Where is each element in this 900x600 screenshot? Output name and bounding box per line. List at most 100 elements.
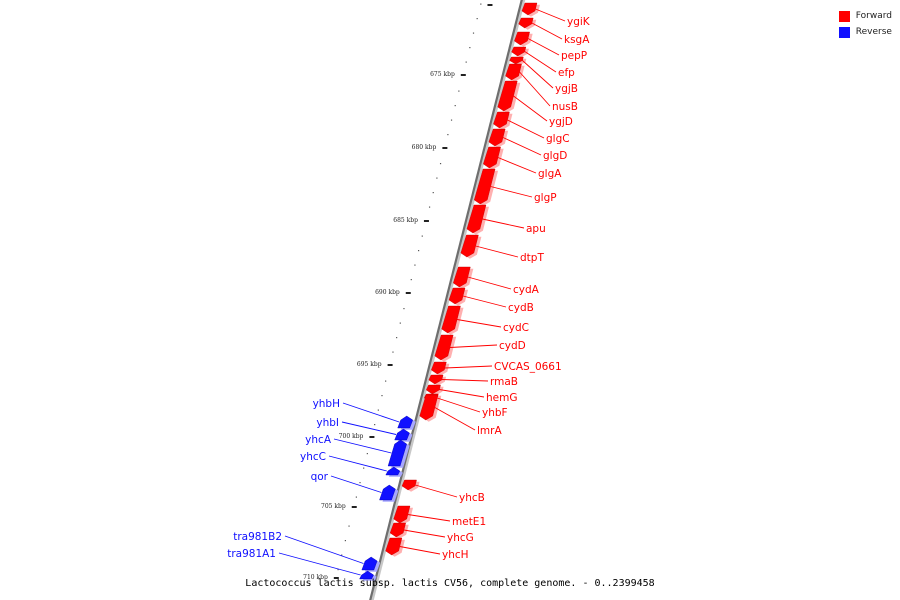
gene-label[interactable]: tra981A1 [227, 548, 276, 560]
gene-label[interactable]: cydC [503, 322, 529, 334]
gene-label[interactable]: qor [311, 471, 329, 483]
gene-CVCAS_0661[interactable] [431, 361, 450, 376]
gene-cydB[interactable] [448, 287, 469, 306]
gene-metE1[interactable] [393, 505, 413, 525]
gene-arrow[interactable] [521, 2, 538, 16]
gene-label[interactable]: ygjD [549, 116, 573, 128]
gene-arrow[interactable] [419, 394, 439, 421]
gene-label[interactable]: cydA [513, 284, 540, 296]
gene-label[interactable]: ygiK [567, 16, 591, 28]
gene-arrow[interactable] [505, 63, 522, 81]
gene-yhcC[interactable] [385, 466, 403, 477]
gene-label[interactable]: yhbH [313, 398, 340, 410]
gene-label[interactable]: lmrA [477, 425, 502, 437]
gene-arrow[interactable] [379, 484, 396, 501]
gene-tra981B2[interactable] [361, 556, 381, 572]
gene-label[interactable]: apu [526, 223, 546, 235]
minor-tick [344, 540, 346, 542]
gene-arrow[interactable] [453, 266, 471, 288]
gene-label[interactable]: yhcH [442, 549, 469, 561]
gene-label[interactable]: cydB [508, 302, 534, 314]
gene-pepP[interactable] [514, 31, 533, 47]
gene-arrow[interactable] [483, 146, 501, 169]
gene-ksgA[interactable] [518, 17, 537, 30]
gene-label[interactable]: rmaB [490, 376, 518, 388]
gene-arrow[interactable] [488, 128, 506, 147]
gene-yhcA[interactable] [387, 439, 410, 468]
reverse-swatch [838, 26, 850, 38]
gene-efp[interactable] [511, 46, 529, 58]
gene-arrow[interactable] [511, 46, 527, 57]
gene-qor[interactable] [379, 484, 399, 502]
gene-label[interactable]: yhcC [300, 451, 326, 463]
gene-arrow[interactable] [448, 287, 466, 305]
gene-label[interactable]: pepP [561, 50, 587, 62]
gene-label[interactable]: efp [558, 67, 575, 79]
gene-tra981A1[interactable] [359, 570, 377, 581]
gene-cydA[interactable] [453, 266, 474, 289]
gene-glgD[interactable] [488, 128, 509, 148]
gene-label[interactable]: yhbF [482, 407, 508, 419]
gene-label[interactable]: cydD [499, 340, 526, 352]
gene-arrow[interactable] [359, 570, 374, 580]
gene-yhcG[interactable] [389, 522, 409, 539]
gene-arrow[interactable] [393, 505, 411, 524]
gene-arrow[interactable] [361, 556, 378, 571]
gene-yhcB[interactable] [401, 479, 420, 492]
gene-dtpT[interactable] [460, 234, 482, 259]
gene-label[interactable]: yhcG [447, 532, 474, 544]
gene-label[interactable]: CVCAS_0661 [494, 361, 562, 373]
gene-cydD[interactable] [434, 334, 457, 362]
gene-glgP[interactable] [474, 168, 499, 206]
gene-label[interactable]: glgD [543, 150, 567, 162]
gene-arrow[interactable] [441, 305, 461, 334]
gene-arrow[interactable] [401, 479, 417, 491]
gene-label[interactable]: yhcA [305, 434, 332, 446]
gene-label[interactable]: glgP [534, 192, 557, 204]
gene-arrow[interactable] [514, 31, 530, 46]
gene-label[interactable]: yhbI [316, 417, 339, 429]
gene-rmaB[interactable] [428, 374, 447, 386]
gene-yhbI[interactable] [394, 428, 413, 442]
gene-label[interactable]: tra981B2 [233, 531, 282, 543]
gene-arrow[interactable] [466, 204, 487, 234]
gene-ygiK[interactable] [521, 2, 540, 17]
gene-arrow[interactable] [426, 384, 441, 395]
gene-arrow[interactable] [397, 415, 413, 429]
gene-label[interactable]: glgC [546, 133, 570, 145]
gene-label[interactable]: yhcB [459, 492, 485, 504]
gene-lmrA[interactable] [419, 394, 442, 422]
gene-apu[interactable] [466, 204, 489, 235]
gene-glgA[interactable] [483, 146, 504, 170]
gene-label[interactable]: ygjB [555, 83, 578, 95]
gene-glgC[interactable] [493, 111, 513, 130]
gene-label[interactable]: hemG [486, 392, 517, 404]
gene-arrow[interactable] [518, 17, 534, 29]
gene-arrow[interactable] [389, 522, 406, 538]
gene-nusB[interactable] [505, 63, 525, 82]
gene-arrow[interactable] [385, 537, 403, 556]
gene-ygjD[interactable] [497, 80, 521, 113]
gene-yhcH[interactable] [385, 537, 405, 557]
gene-label[interactable]: ksgA [564, 34, 590, 46]
gene-arrow[interactable] [434, 334, 454, 361]
gene-hemG[interactable] [426, 384, 444, 396]
gene-arrow[interactable] [385, 466, 401, 476]
gene-arrow[interactable] [493, 111, 510, 129]
gene-label[interactable]: metE1 [452, 516, 486, 528]
gene-arrow[interactable] [474, 168, 496, 205]
gene-label[interactable]: glgA [538, 168, 562, 180]
gene-label[interactable]: nusB [552, 101, 578, 113]
gene-arrow[interactable] [431, 361, 447, 375]
gene-arrow[interactable] [428, 374, 444, 385]
minor-tick [432, 192, 434, 194]
gene-arrow[interactable] [509, 56, 524, 65]
gene-label[interactable]: dtpT [520, 252, 544, 264]
gene-arrow[interactable] [394, 428, 410, 441]
gene-yhbH[interactable] [397, 415, 416, 430]
gene-arrow[interactable] [387, 439, 407, 467]
gene-arrow[interactable] [460, 234, 479, 258]
gene-arrow[interactable] [497, 80, 518, 112]
minor-tick [428, 206, 431, 208]
gene-cydC[interactable] [441, 305, 464, 335]
